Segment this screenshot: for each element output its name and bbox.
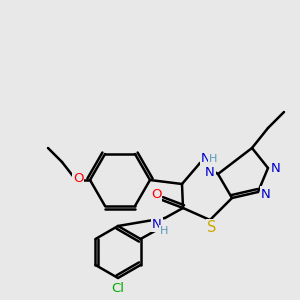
- Text: H: H: [160, 226, 168, 236]
- Text: H: H: [209, 154, 217, 164]
- Text: N: N: [201, 152, 211, 166]
- Text: N: N: [152, 218, 162, 230]
- Text: O: O: [73, 172, 83, 184]
- Text: N: N: [271, 161, 281, 175]
- Text: O: O: [151, 188, 161, 202]
- Text: N: N: [261, 188, 271, 200]
- Text: S: S: [207, 220, 217, 236]
- Text: Cl: Cl: [112, 281, 124, 295]
- Text: N: N: [205, 166, 215, 178]
